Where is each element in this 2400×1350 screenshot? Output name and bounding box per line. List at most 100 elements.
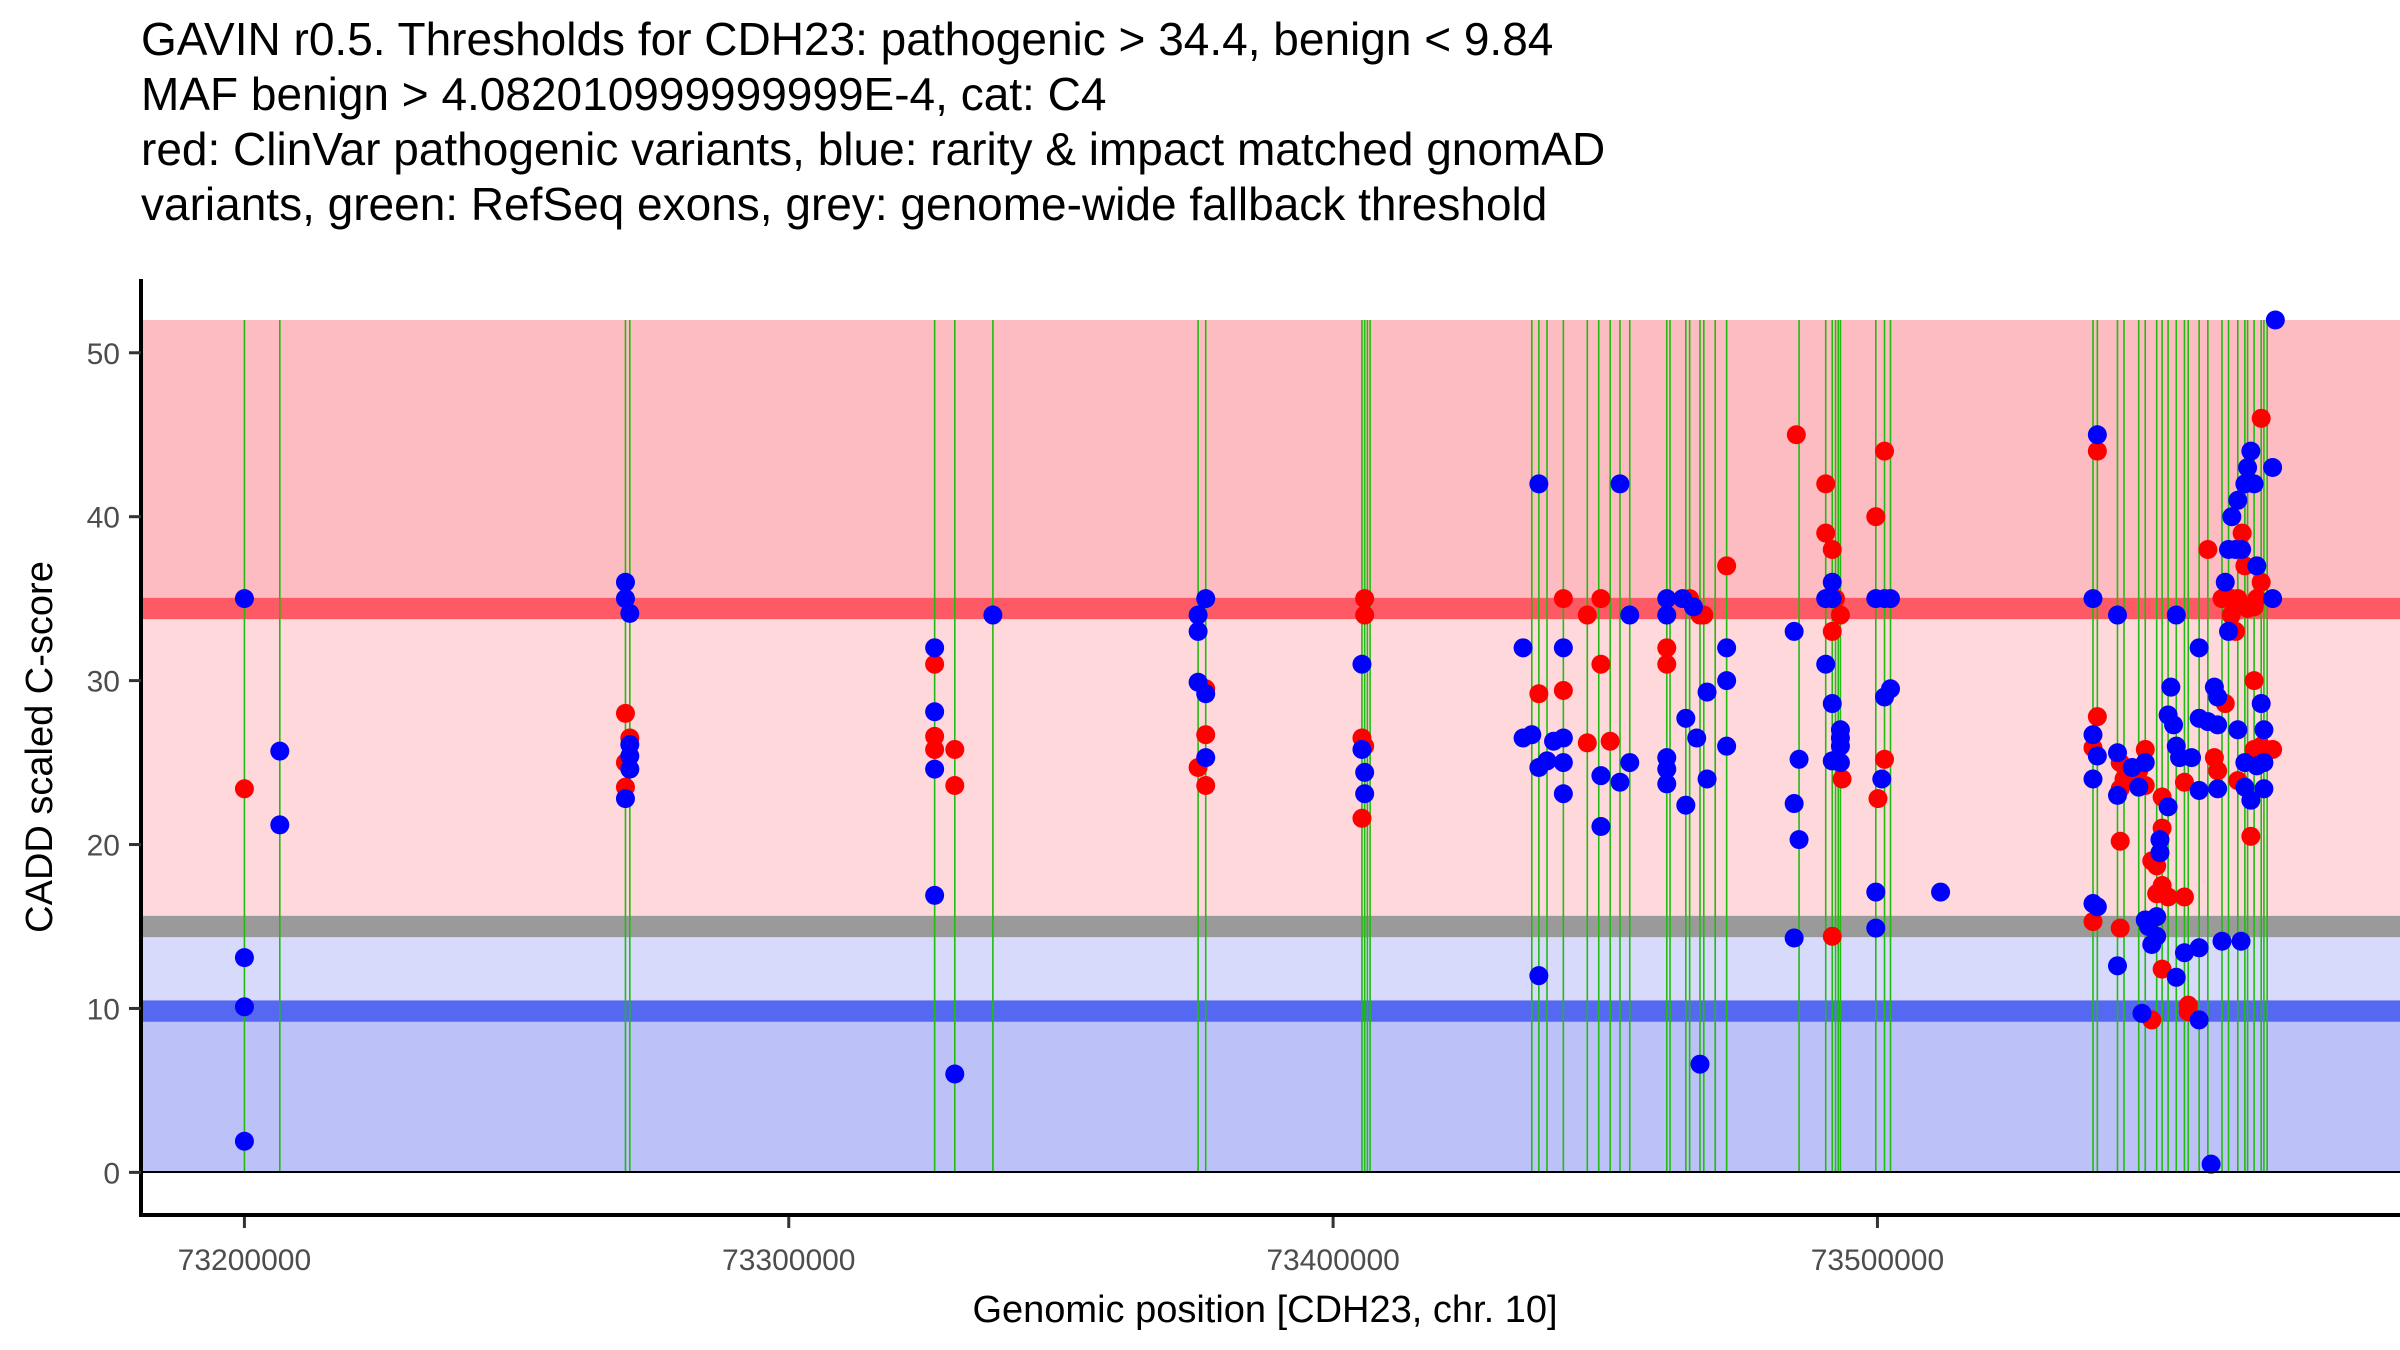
gnomad-point: [1657, 759, 1677, 779]
clinvar-point: [2083, 912, 2103, 932]
gnomad-point: [2241, 441, 2261, 461]
gnomad-point: [1591, 817, 1611, 837]
clinvar-point: [1868, 789, 1888, 809]
gnomad-point: [2247, 756, 2267, 776]
gnomad-point: [2189, 638, 2209, 658]
gnomad-point: [2150, 843, 2170, 863]
clinvar-point: [1875, 749, 1895, 769]
clinvar-point: [2244, 671, 2264, 691]
gnomad-point: [2222, 507, 2242, 527]
uncertain-lower-zone: [143, 934, 2400, 1003]
gnomad-point: [1881, 679, 1901, 699]
gnomad-point: [1717, 736, 1737, 756]
gnomad-point: [2241, 790, 2261, 810]
gnomad-point: [2147, 926, 2167, 946]
gnomad-point: [1188, 621, 1208, 641]
gnomad-point: [2208, 687, 2228, 707]
gnomad-point: [1784, 928, 1804, 948]
clinvar-point: [2174, 772, 2194, 792]
gnomad-point: [2189, 1010, 2209, 1030]
gnomad-point: [1881, 589, 1901, 609]
clinvar-point: [1830, 605, 1850, 625]
x-tick-label: 73500000: [1811, 1244, 1944, 1277]
clinvar-point: [1355, 589, 1375, 609]
gnomad-point: [234, 997, 254, 1017]
gnomad-point: [2254, 779, 2274, 799]
clinvar-point: [2251, 408, 2271, 428]
gnomad-point: [1352, 739, 1372, 759]
gnomad-point: [1355, 762, 1375, 782]
gnomad-point: [1196, 589, 1216, 609]
gnomad-point: [1188, 605, 1208, 625]
gnomad-point: [1822, 694, 1842, 714]
clinvar-point: [2087, 707, 2107, 727]
gnomad-point: [1687, 728, 1707, 748]
clinvar-point: [1355, 605, 1375, 625]
gnomad-point: [1866, 882, 1886, 902]
clinvar-point: [2198, 539, 2218, 559]
gnomad-point: [1717, 638, 1737, 658]
clinvar-point: [1832, 769, 1852, 789]
gnomad-point: [1683, 597, 1703, 617]
clinvar-point: [1600, 731, 1620, 751]
gnomad-point: [2263, 589, 2283, 609]
gnomad-point: [615, 572, 635, 592]
gnomad-point: [1529, 966, 1549, 986]
gnomad-point: [1789, 749, 1809, 769]
gnomad-point: [1352, 654, 1372, 674]
gnomad-point: [2135, 753, 2155, 773]
gnomad-point: [2166, 605, 2186, 625]
x-tick-label: 73200000: [178, 1244, 311, 1277]
gnomad-point: [615, 589, 635, 609]
gnomad-point: [1676, 795, 1696, 815]
gnomad-point: [2254, 720, 2274, 740]
clinvar-point: [1822, 926, 1842, 946]
gnomad-point: [1522, 725, 1542, 745]
clinvar-point: [1529, 684, 1549, 704]
gnomad-point: [925, 702, 945, 722]
clinvar-point: [2251, 572, 2271, 592]
gnomad-point: [2212, 931, 2232, 951]
clinvar-point: [1657, 638, 1677, 658]
gnomad-point: [2132, 1003, 2152, 1023]
gnomad-point: [2189, 780, 2209, 800]
clinvar-point: [1196, 725, 1216, 745]
gnomad-point: [1620, 753, 1640, 773]
gnomad-point: [2107, 743, 2127, 763]
clinvar-point: [2221, 605, 2241, 625]
gnomad-point: [2263, 458, 2283, 478]
gnomad-point: [2182, 748, 2202, 768]
clinvar-point: [2087, 441, 2107, 461]
clinvar-point: [2208, 761, 2228, 781]
clinvar-point: [925, 654, 945, 674]
y-tick-label: 0: [103, 1157, 120, 1190]
gnomad-point: [2232, 539, 2252, 559]
clinvar-point: [1657, 654, 1677, 674]
y-axis-title: CADD scaled C-score: [19, 561, 61, 933]
gnomad-point: [1789, 830, 1809, 850]
gnomad-point: [1676, 708, 1696, 728]
gnomad-point: [2215, 572, 2235, 592]
gnomad-point: [1872, 769, 1892, 789]
gnomad-point: [983, 605, 1003, 625]
clinvar-point: [945, 776, 965, 796]
x-ticks: 73200000 73300000 73400000 73500000: [178, 1217, 1944, 1277]
gnomad-point: [1196, 748, 1216, 768]
gnomad-point: [1553, 753, 1573, 773]
clinvar-point: [1822, 621, 1842, 641]
benign-zone: [143, 1019, 2400, 1173]
gnomad-point: [1822, 572, 1842, 592]
clinvar-point: [925, 726, 945, 746]
gnomad-point: [2083, 725, 2103, 745]
gnomad-point: [2265, 310, 2285, 330]
gnomad-point: [620, 746, 640, 766]
gnomad-point: [1591, 766, 1611, 786]
gnomad-point: [1784, 794, 1804, 814]
gnomad-point: [1784, 621, 1804, 641]
clinvar-point: [1196, 776, 1216, 796]
y-tick-label: 40: [87, 502, 120, 535]
gnomad-point: [270, 815, 290, 835]
gnomad-point: [2208, 779, 2228, 799]
clinvar-point: [2174, 887, 2194, 907]
